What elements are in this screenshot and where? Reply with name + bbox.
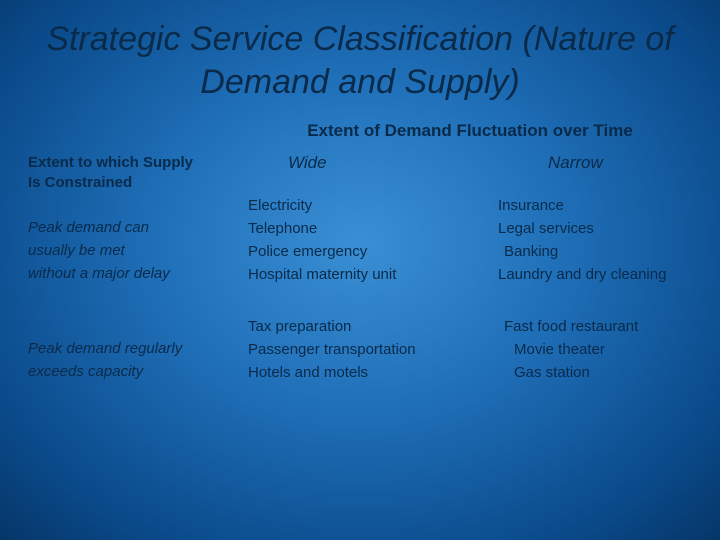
row-label: Peak demand can <box>28 217 248 240</box>
left-header-line: Extent to which Supply <box>28 154 193 171</box>
top-axis-header: Extent of Demand Fluctuation over Time <box>248 121 692 141</box>
left-axis-header: Extent to which Supply Is Constrained <box>28 153 248 194</box>
spacer <box>498 287 720 315</box>
row-label: Peak demand regularly <box>28 338 248 361</box>
cell-wide: Passenger transportation <box>248 338 498 361</box>
cell-wide: Telephone <box>248 217 498 240</box>
cell-wide: Electricity <box>248 194 498 217</box>
cell-narrow: Gas station <box>498 361 720 384</box>
row-label: without a major delay <box>28 263 248 286</box>
row-label-empty <box>28 194 248 217</box>
cell-wide: Tax preparation <box>248 315 498 338</box>
column-header-narrow: Narrow <box>498 153 720 194</box>
cell-narrow: Banking <box>498 240 720 263</box>
row-label: usually be met <box>28 240 248 263</box>
cell-narrow: Fast food restaurant <box>498 315 720 338</box>
slide-container: Strategic Service Classification (Nature… <box>0 0 720 540</box>
cell-narrow: Legal services <box>498 217 720 240</box>
cell-wide: Hospital maternity unit <box>248 263 498 286</box>
cell-wide: Police emergency <box>248 240 498 263</box>
slide-title: Strategic Service Classification (Nature… <box>28 18 692 103</box>
cell-narrow: Laundry and dry cleaning <box>498 263 720 286</box>
matrix-grid: Extent to which Supply Is Constrained Wi… <box>28 153 692 384</box>
cell-narrow: Movie theater <box>498 338 720 361</box>
spacer <box>28 287 248 315</box>
cell-wide: Hotels and motels <box>248 361 498 384</box>
cell-narrow: Insurance <box>498 194 720 217</box>
spacer <box>248 287 498 315</box>
left-header-line: Is Constrained <box>28 174 132 191</box>
row-label-empty <box>28 315 248 338</box>
column-header-wide: Wide <box>248 153 498 194</box>
row-label: exceeds capacity <box>28 361 248 384</box>
